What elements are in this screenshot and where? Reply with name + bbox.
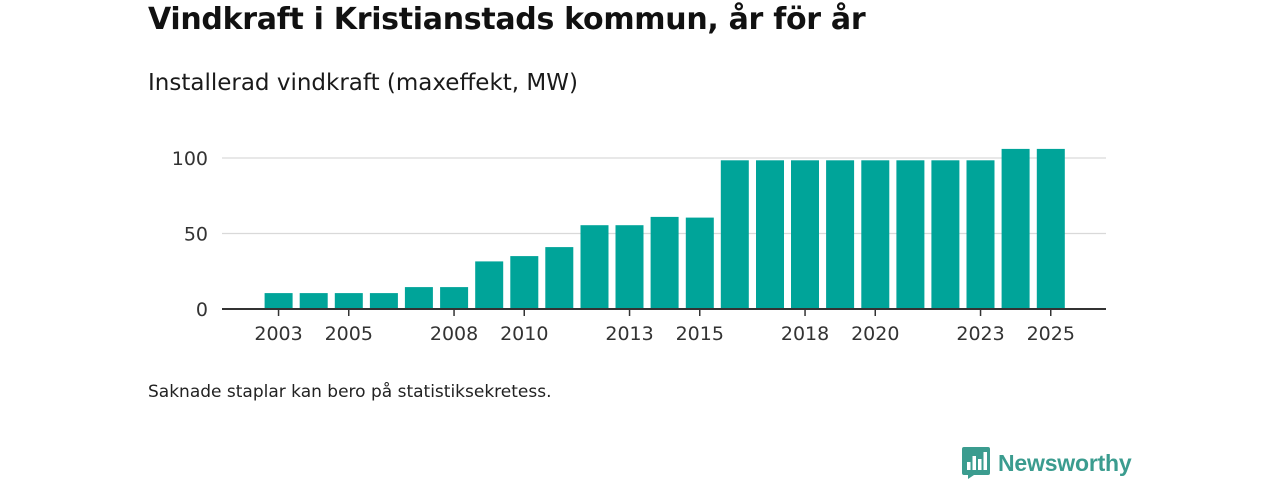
bar-2010 [510, 256, 539, 309]
bar-2019 [826, 160, 855, 309]
bar-2023 [966, 160, 995, 309]
bar-2009 [475, 261, 504, 309]
x-tick-label-2005: 2005 [325, 323, 373, 345]
chart-title: Vindkraft i Kristianstads kommun, år för… [148, 2, 866, 37]
chart-subtitle: Installerad vindkraft (maxeffekt, MW) [148, 70, 578, 96]
bars [264, 148, 1065, 309]
bar-2003 [264, 293, 293, 309]
bar-2022 [931, 160, 960, 309]
bar-2014 [650, 216, 679, 309]
bar-2007 [404, 287, 433, 309]
bar-2011 [545, 247, 574, 309]
bar-2005 [334, 293, 363, 309]
x-tick-label-2008: 2008 [430, 323, 478, 345]
newsworthy-logo-icon [962, 447, 990, 479]
bar-2021 [896, 160, 925, 309]
bar-2004 [299, 293, 328, 309]
bar-2024 [1001, 148, 1030, 309]
bar-2018 [791, 160, 819, 309]
bar-2008 [440, 287, 469, 309]
axes [222, 308, 1106, 316]
bar-2017 [756, 160, 784, 309]
y-tick-label-0: 0 [196, 299, 208, 321]
x-tick-label-2018: 2018 [781, 323, 829, 345]
y-tick-label-50: 50 [184, 224, 208, 246]
x-tick-label-2015: 2015 [676, 323, 724, 345]
bar-2015 [685, 217, 714, 309]
newsworthy-logo[interactable]: Newsworthy [962, 447, 1132, 479]
bar-2006 [369, 293, 398, 309]
tick-labels: 0 50 100 2003 2005 2008 2010 2013 2015 2018 2020 20… [172, 148, 1075, 345]
bar-2025 [1036, 148, 1065, 309]
footnote: Saknade staplar kan bero på statistiksek… [148, 382, 552, 402]
bar-2013 [615, 225, 644, 309]
bar-2020 [861, 160, 890, 309]
x-tick-label-2025: 2025 [1027, 323, 1075, 345]
brand-name: Newsworthy [998, 449, 1132, 476]
x-tick-label-2013: 2013 [605, 323, 653, 345]
x-tick-label-2003: 2003 [254, 323, 302, 345]
bar-2012 [580, 225, 609, 309]
x-tick-label-2020: 2020 [851, 323, 899, 345]
y-tick-label-100: 100 [172, 148, 208, 170]
x-tick-label-2010: 2010 [500, 323, 548, 345]
bar-2016 [720, 160, 749, 309]
x-tick-label-2023: 2023 [956, 323, 1004, 345]
